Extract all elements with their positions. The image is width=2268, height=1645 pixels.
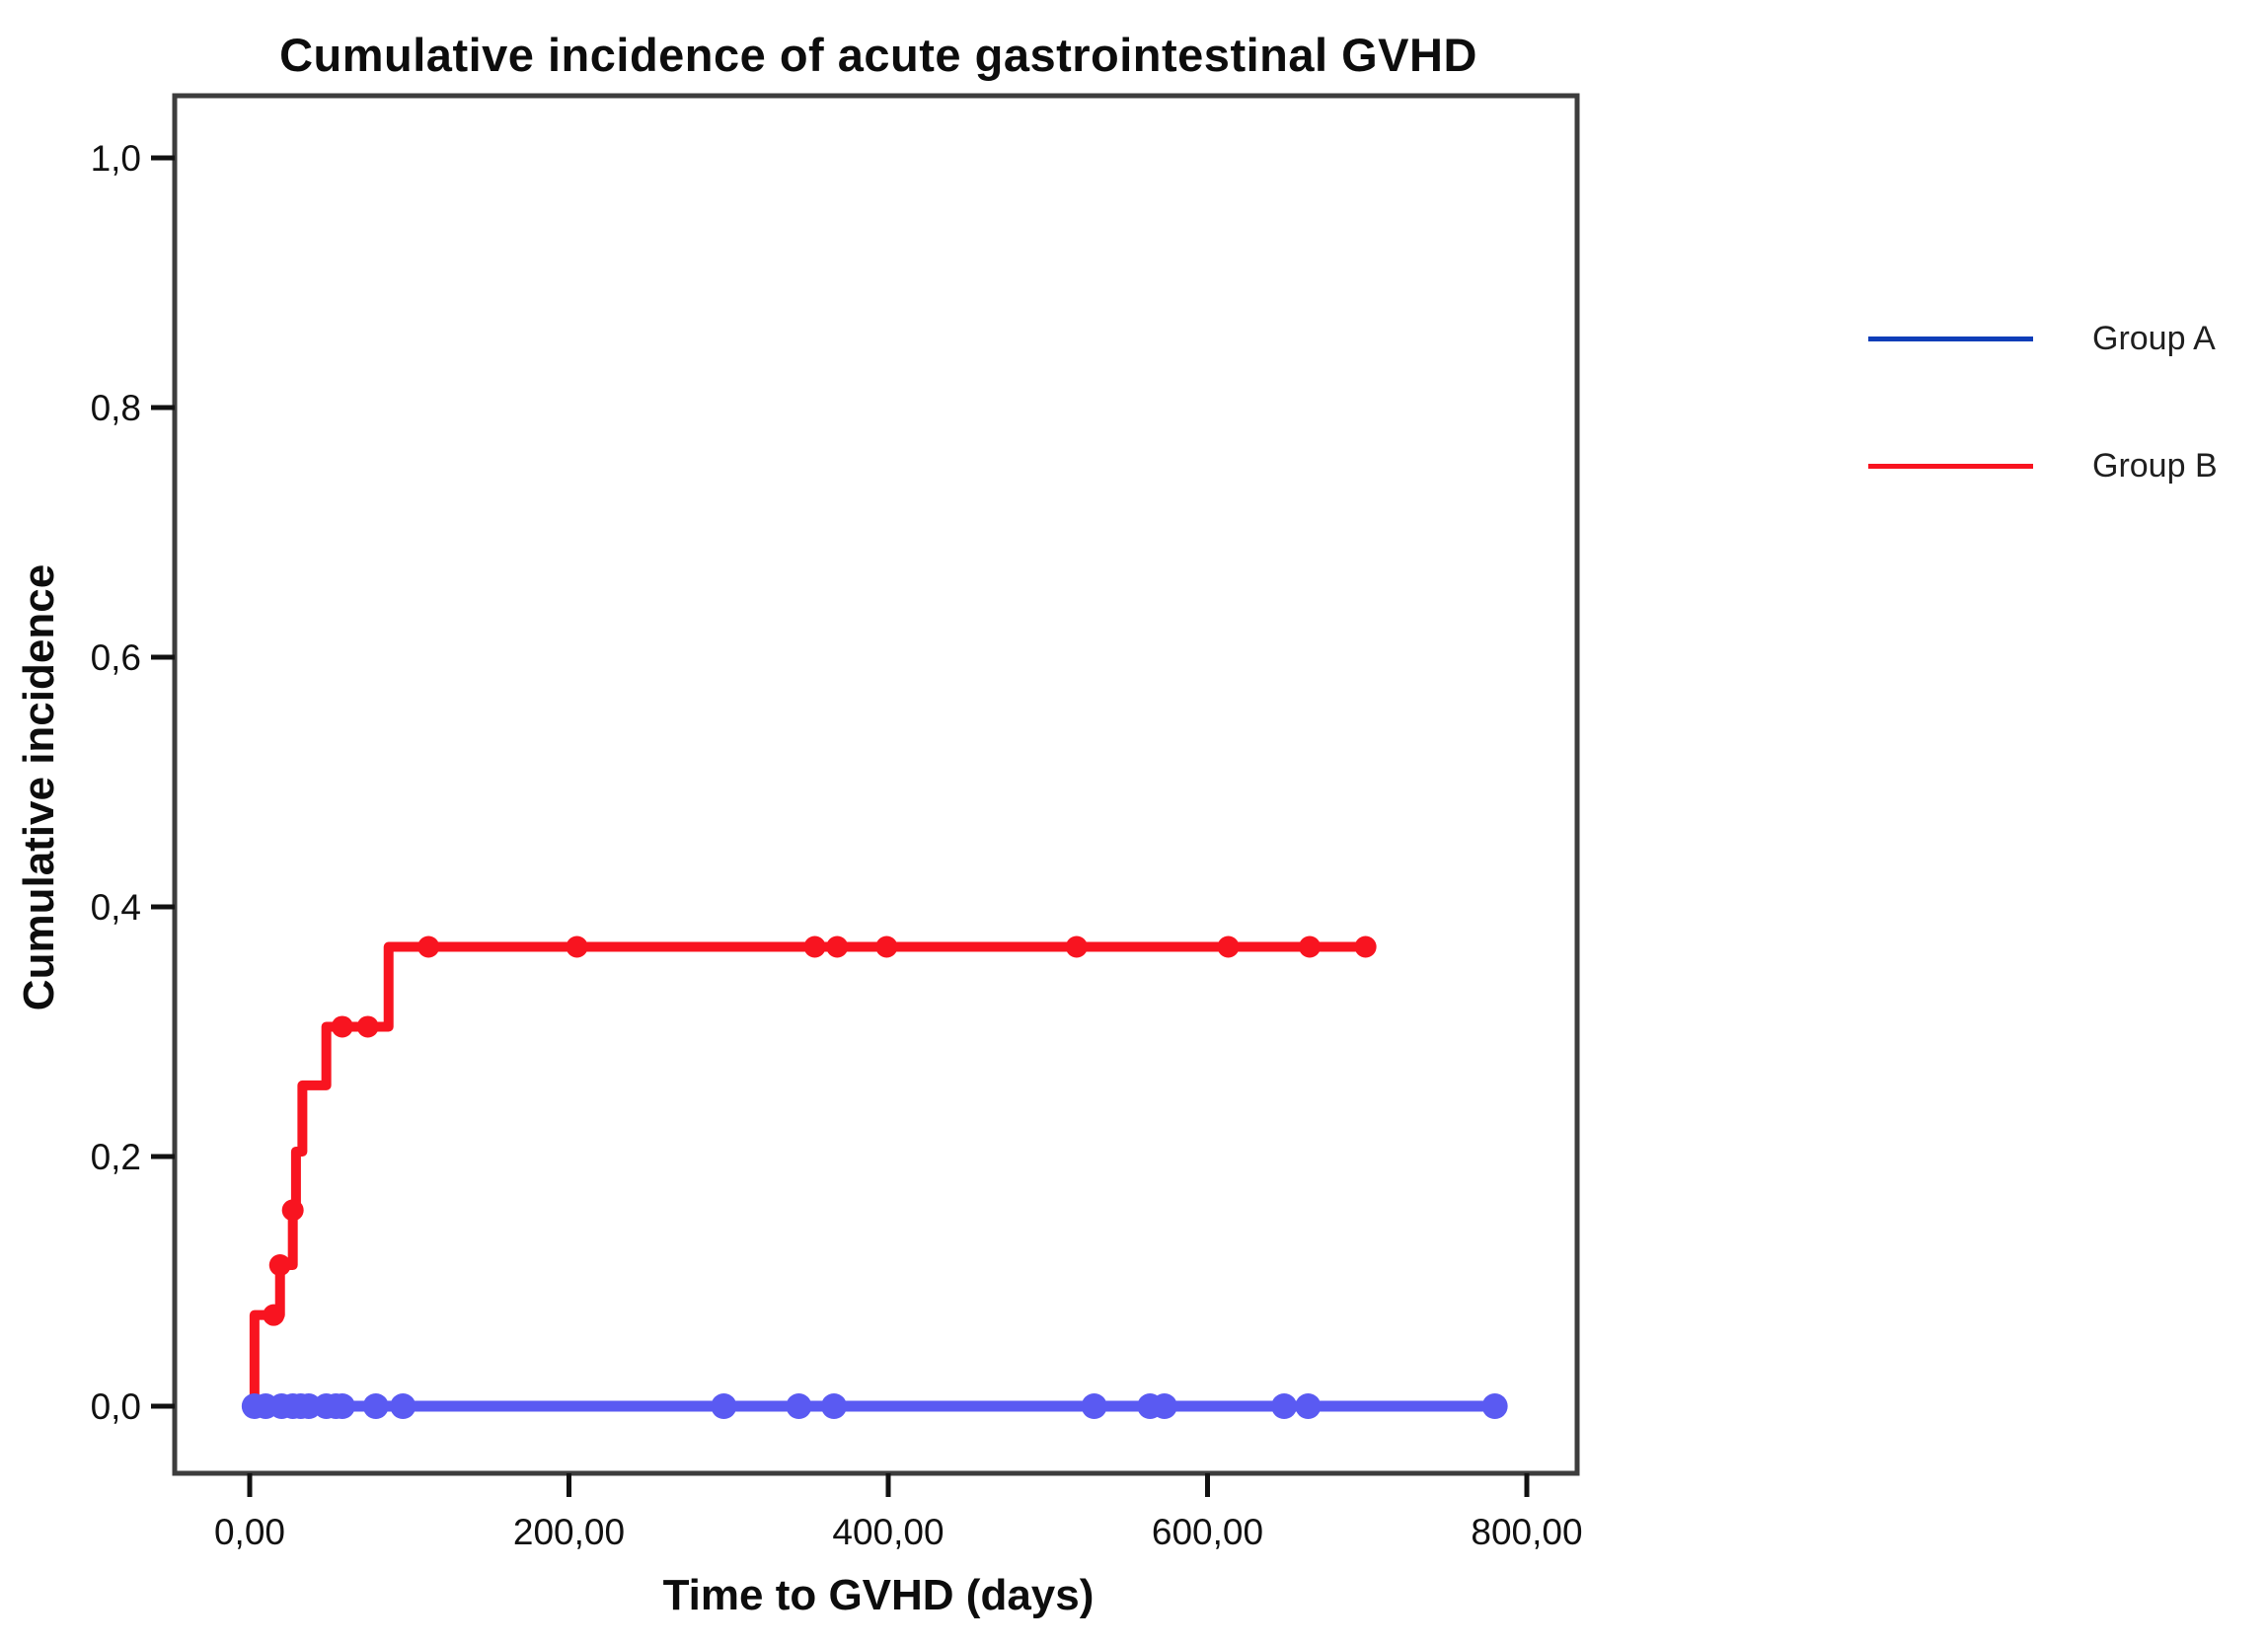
- censor-mark-group-b: [331, 1015, 353, 1038]
- legend: Group A Group B: [1868, 314, 2263, 568]
- plot-frame: [172, 93, 1580, 1476]
- x-tick-label: 200,00: [513, 1512, 625, 1552]
- legend-item-group-a: Group A: [1868, 314, 2263, 363]
- x-tick-label: 600,00: [1152, 1512, 1263, 1552]
- censor-mark-group-b: [268, 1254, 291, 1277]
- censor-mark-group-a: [711, 1393, 737, 1419]
- y-tick-label: 1,0: [91, 138, 141, 179]
- censor-mark-group-b: [826, 935, 849, 958]
- censor-mark-group-b: [263, 1304, 285, 1326]
- censor-mark-group-a: [1481, 1393, 1508, 1419]
- y-tick-label: 0,2: [91, 1137, 141, 1177]
- censor-mark-group-a: [786, 1393, 812, 1419]
- censor-mark-group-b: [875, 935, 898, 958]
- y-tick-label: 0,4: [91, 887, 141, 928]
- legend-line-group-a: [1868, 336, 2033, 341]
- x-axis-title: Time to GVHD (days): [662, 1571, 1095, 1619]
- censor-mark-group-a: [1295, 1393, 1322, 1419]
- plot-border: [172, 93, 1580, 1476]
- censor-mark-group-b: [803, 935, 826, 958]
- censor-mark-group-b: [566, 935, 588, 958]
- censor-mark-group-b: [356, 1015, 379, 1038]
- censor-mark-group-b: [1299, 935, 1322, 958]
- censor-mark-group-b: [1217, 935, 1240, 958]
- censor-mark-group-a: [390, 1393, 416, 1419]
- censor-mark-group-b: [1354, 935, 1377, 958]
- x-axis-ticks: 0,00 200,00 400,00 600,00 800,00: [214, 1473, 1583, 1552]
- censor-mark-group-b: [417, 935, 440, 958]
- series-line-group-b: [249, 941, 1366, 1411]
- censor-mark-group-a: [329, 1393, 355, 1419]
- censor-mark-group-b: [1065, 935, 1088, 958]
- series-lines: [249, 941, 1495, 1412]
- legend-label-group-b: Group B: [2092, 446, 2218, 485]
- y-tick-label: 0,6: [91, 637, 141, 678]
- y-tick-label: 0,0: [91, 1386, 141, 1427]
- legend-label-group-a: Group A: [2092, 319, 2216, 357]
- x-tick-label: 400,00: [832, 1512, 944, 1552]
- censor-mark-group-a: [295, 1393, 322, 1419]
- chart-title: Cumulative incidence of acute gastrointe…: [279, 29, 1477, 81]
- y-tick-label: 0,8: [91, 388, 141, 428]
- legend-item-group-b: Group B: [1868, 441, 2263, 490]
- censor-mark-group-a: [1271, 1393, 1298, 1419]
- censor-mark-group-a: [362, 1393, 389, 1419]
- censor-mark-group-a: [1081, 1393, 1107, 1419]
- legend-line-group-b: [1868, 463, 2033, 469]
- censor-mark-group-b: [281, 1199, 304, 1222]
- x-tick-label: 0,00: [214, 1512, 285, 1552]
- censor-mark-group-a: [821, 1393, 848, 1419]
- x-tick-label: 800,00: [1471, 1512, 1582, 1552]
- censor-mark-group-a: [1151, 1393, 1177, 1419]
- y-axis-ticks: 0,0 0,2 0,4 0,6 0,8 1,0: [91, 138, 175, 1427]
- censor-markers: [241, 935, 1508, 1419]
